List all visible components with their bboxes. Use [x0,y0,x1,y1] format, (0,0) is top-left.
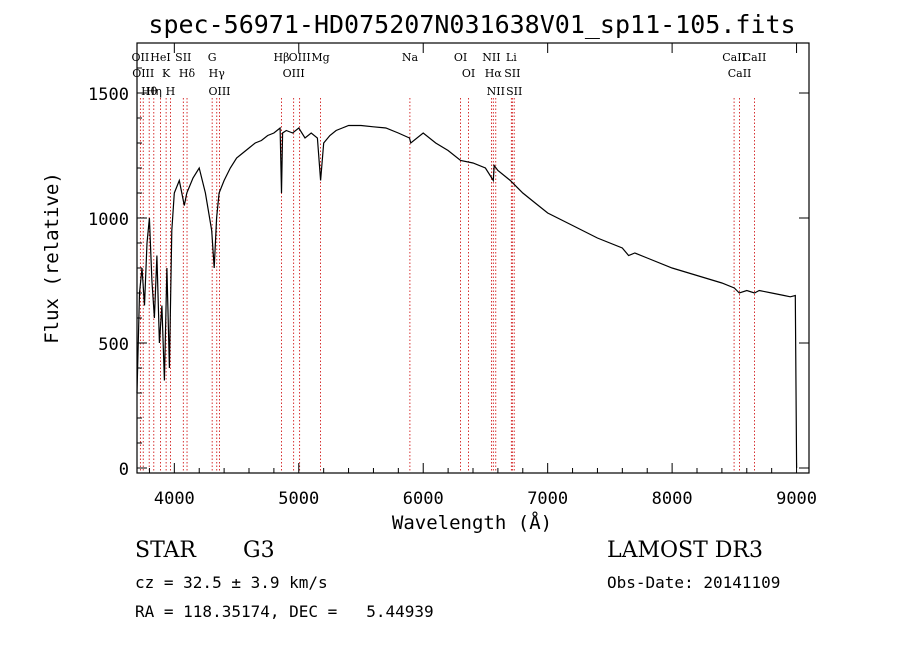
object-type: STAR [135,538,196,563]
survey-name: LAMOST DR3 [607,538,763,563]
observation-date: Obs-Date: 20141109 [607,573,781,592]
line-marker-label: K [162,67,171,80]
line-marker-label: Li [506,51,517,64]
line-marker-label: OIII [289,51,311,64]
coordinates: RA = 118.35174, DEC = 5.44939 [135,602,434,621]
spectral-subclass: G3 [243,538,275,563]
redshift-velocity: cz = 32.5 ± 3.9 km/s [135,573,328,592]
line-marker-label: SII [504,67,520,80]
line-marker-label: CaII [728,67,752,80]
line-marker-label: OIII [208,85,230,98]
x-tick-label: 5000 [278,489,319,509]
line-marker-label: SII [175,51,191,64]
line-marker-label: Hδ [179,67,196,80]
line-marker-label: Hα [485,67,503,80]
line-marker-label: Mg [311,51,329,64]
line-marker-label: Na [402,51,419,64]
line-marker-label: CaII [743,51,767,64]
line-marker-label: OII [132,51,150,64]
x-axis-ticks: 4000 5000 6000 7000 8000 9000 [148,43,817,509]
line-marker-label: OIII [132,67,154,80]
x-axis-label: Wavelength (Å) [392,511,552,534]
line-marker-label: H [166,85,176,98]
y-axis-ticks: 0 500 1000 1500 [88,67,809,480]
line-marker-label: Hβ [274,51,290,64]
line-marker-label: HeI [150,51,170,64]
line-marker-label: Hη [146,85,162,98]
line-marker-label: SII [506,85,522,98]
line-marker-label: CaII [722,51,746,64]
spectral-line-markers [139,98,755,473]
line-marker-label: OIII [283,67,305,80]
x-tick-label: 8000 [652,489,693,509]
y-tick-label: 1000 [88,210,129,230]
line-marker-label: NII [487,85,505,98]
y-tick-label: 0 [119,460,129,480]
chart-title: spec-56971-HD075207N031638V01_sp11-105.f… [148,10,795,39]
y-tick-label: 1500 [88,85,129,105]
line-marker-label: Hθ [141,85,158,98]
y-tick-label: 500 [98,335,129,355]
y-axis-label: Flux (relative) [41,172,63,344]
line-marker-label: NII [482,51,500,64]
line-marker-label: OI [454,51,467,64]
line-marker-label: OI [462,67,475,80]
line-marker-label: Hγ [209,67,226,80]
plot-frame [136,42,810,474]
x-tick-label: 6000 [403,489,444,509]
line-marker-label: G [208,51,217,64]
x-tick-label: 9000 [776,489,817,509]
x-tick-label: 4000 [154,489,195,509]
x-tick-label: 7000 [527,489,568,509]
spectrum-series-line [136,124,798,469]
